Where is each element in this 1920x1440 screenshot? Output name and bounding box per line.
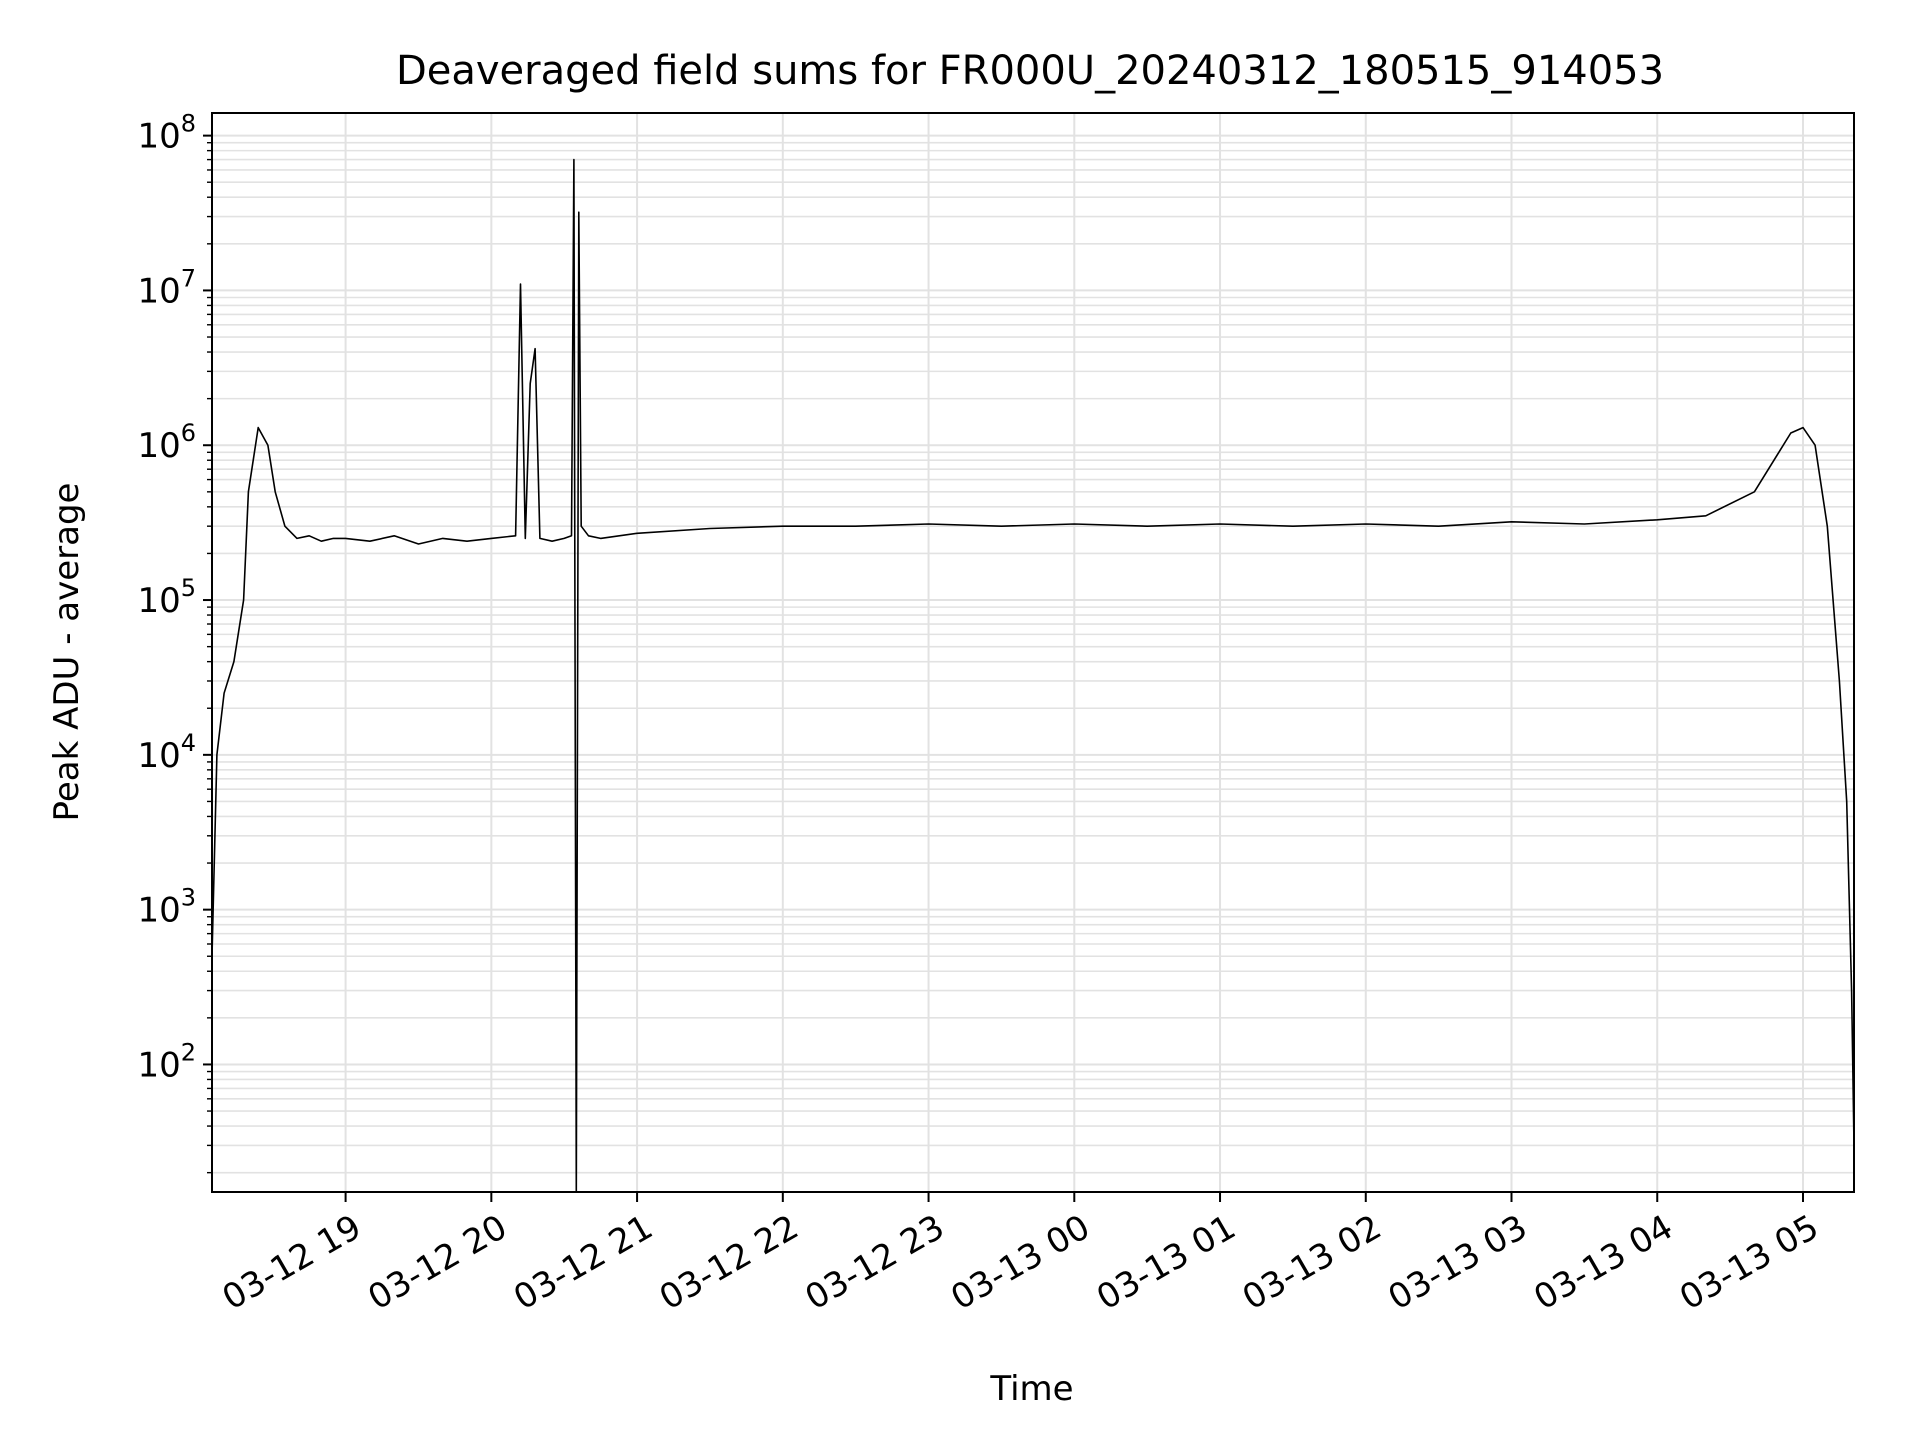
y-tick-label: 105 [137,574,196,621]
chart-title: Deaveraged field sums for FR000U_2024031… [396,48,1664,94]
x-axis-label: Time [989,1369,1073,1409]
y-axis-label: Peak ADU - average [47,483,87,822]
y-tick-label: 104 [137,729,196,776]
series-line [211,158,1855,1193]
y-tick-label: 107 [137,264,196,311]
y-tick-label: 106 [137,419,196,466]
grid [212,113,1854,1192]
series-layer [211,158,1855,1193]
y-tick-label: 108 [137,110,196,157]
y-tick-label: 103 [137,884,196,931]
y-tick-label: 102 [137,1038,196,1085]
plot-frame [211,112,1855,1193]
y-axis: 102 103 104 105 106 107 108 [137,110,212,1174]
